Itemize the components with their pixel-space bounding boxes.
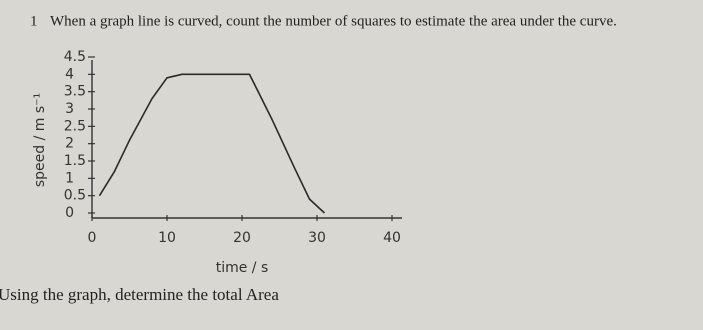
y-tick-label: 1 xyxy=(65,170,74,186)
x-tick-label: 40 xyxy=(383,230,401,246)
x-tick-label: 20 xyxy=(233,230,251,246)
y-tick-label: 0.5 xyxy=(64,188,86,204)
y-tick-label: 3 xyxy=(65,101,74,117)
x-axis-label: time / s xyxy=(216,260,269,276)
y-axis-label: speed / m s⁻¹ xyxy=(32,93,48,187)
y-tick-label: 4 xyxy=(65,66,74,82)
x-tick-label: 0 xyxy=(88,230,97,246)
y-tick-label: 3.5 xyxy=(64,84,86,100)
speed-line xyxy=(98,73,326,214)
question-number: 1 xyxy=(30,13,38,29)
instruction: Using the graph, determine the total Are… xyxy=(0,285,279,304)
x-tick-label: 10 xyxy=(158,230,176,246)
y-tick-label: 0 xyxy=(65,205,74,221)
y-tick-label: 1.5 xyxy=(64,153,86,169)
x-tick-label: 30 xyxy=(308,230,326,246)
y-tick-label: 4.5 xyxy=(64,49,86,65)
y-tick-label: 2 xyxy=(65,136,74,152)
question: When a graph line is curved, count the n… xyxy=(50,13,617,29)
y-tick-label: 2.5 xyxy=(64,118,86,134)
